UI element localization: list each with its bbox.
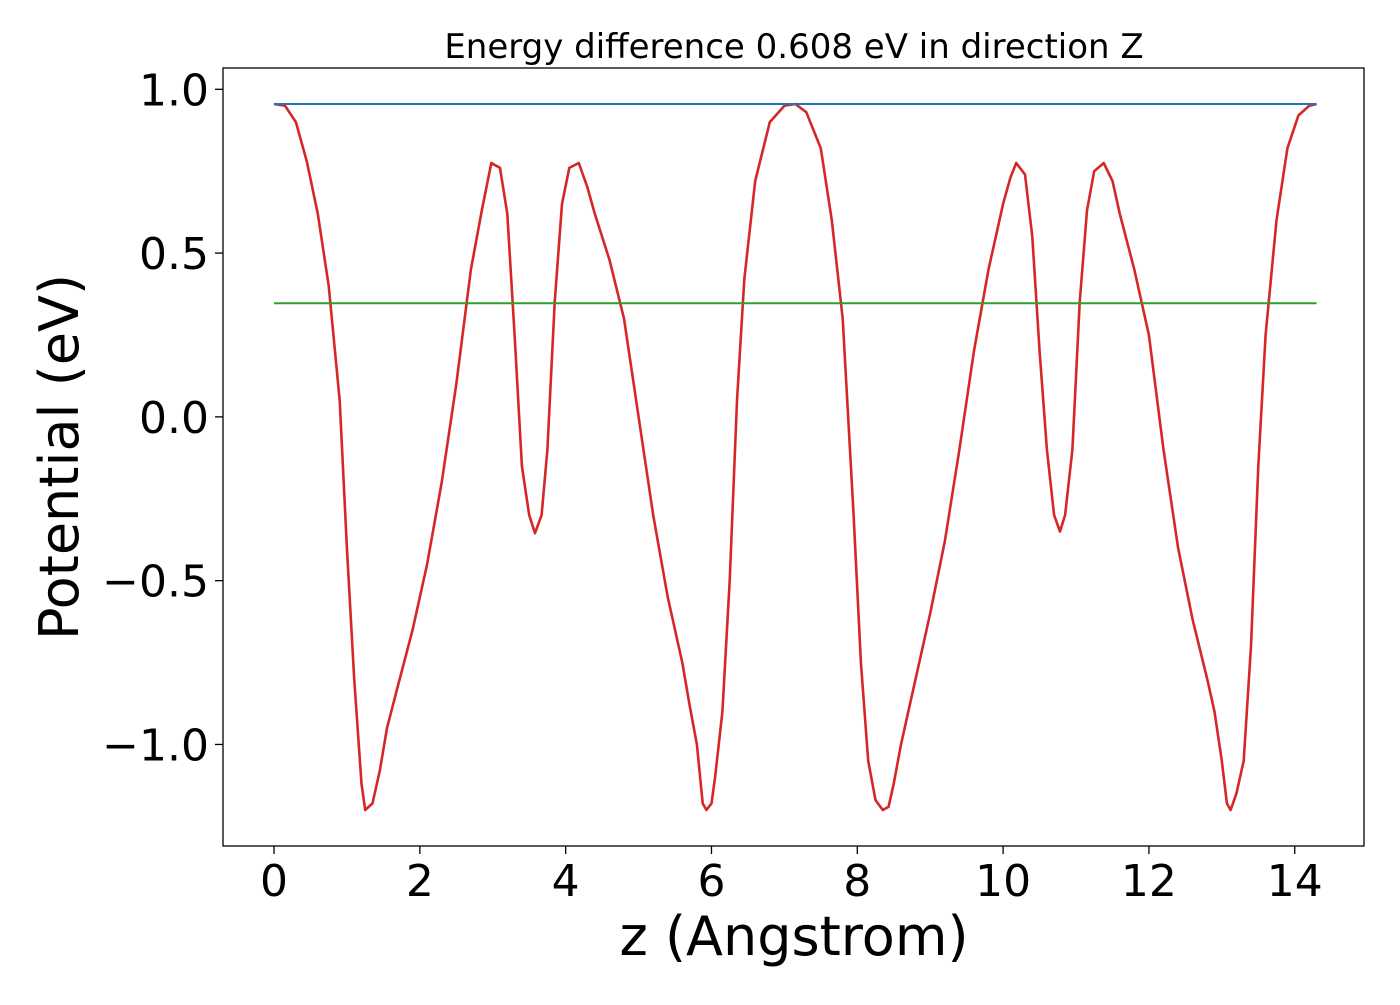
y-tick-label: 1.0 [139, 65, 209, 116]
plot-frame [222, 67, 1365, 847]
x-axis-label: z (Angstrom) [619, 905, 968, 968]
x-tick-label: 10 [975, 856, 1031, 907]
y-tick-label: −0.5 [102, 557, 209, 608]
x-tick-label: 14 [1267, 856, 1323, 907]
x-tick-label: 4 [552, 856, 580, 907]
y-tick-label: 0.5 [139, 229, 209, 280]
x-tick-label: 8 [843, 856, 871, 907]
x-tick-label: 6 [697, 856, 725, 907]
plot-area [273, 102, 1317, 812]
y-axis: −1.0 −0.5 0.0 0.5 1.0 [102, 65, 223, 771]
x-tick-label: 0 [260, 856, 288, 907]
x-axis: 0 2 4 6 8 10 12 14 [260, 846, 1323, 907]
chart-title: Energy difference 0.608 eV in direction … [444, 27, 1143, 67]
x-tick-label: 12 [1121, 856, 1177, 907]
x-tick-label: 2 [406, 856, 434, 907]
y-axis-label: Potential (eV) [28, 274, 91, 640]
series-line-0 [273, 102, 1317, 812]
y-tick-label: 0.0 [139, 393, 209, 444]
y-tick-label: −1.0 [102, 720, 209, 771]
